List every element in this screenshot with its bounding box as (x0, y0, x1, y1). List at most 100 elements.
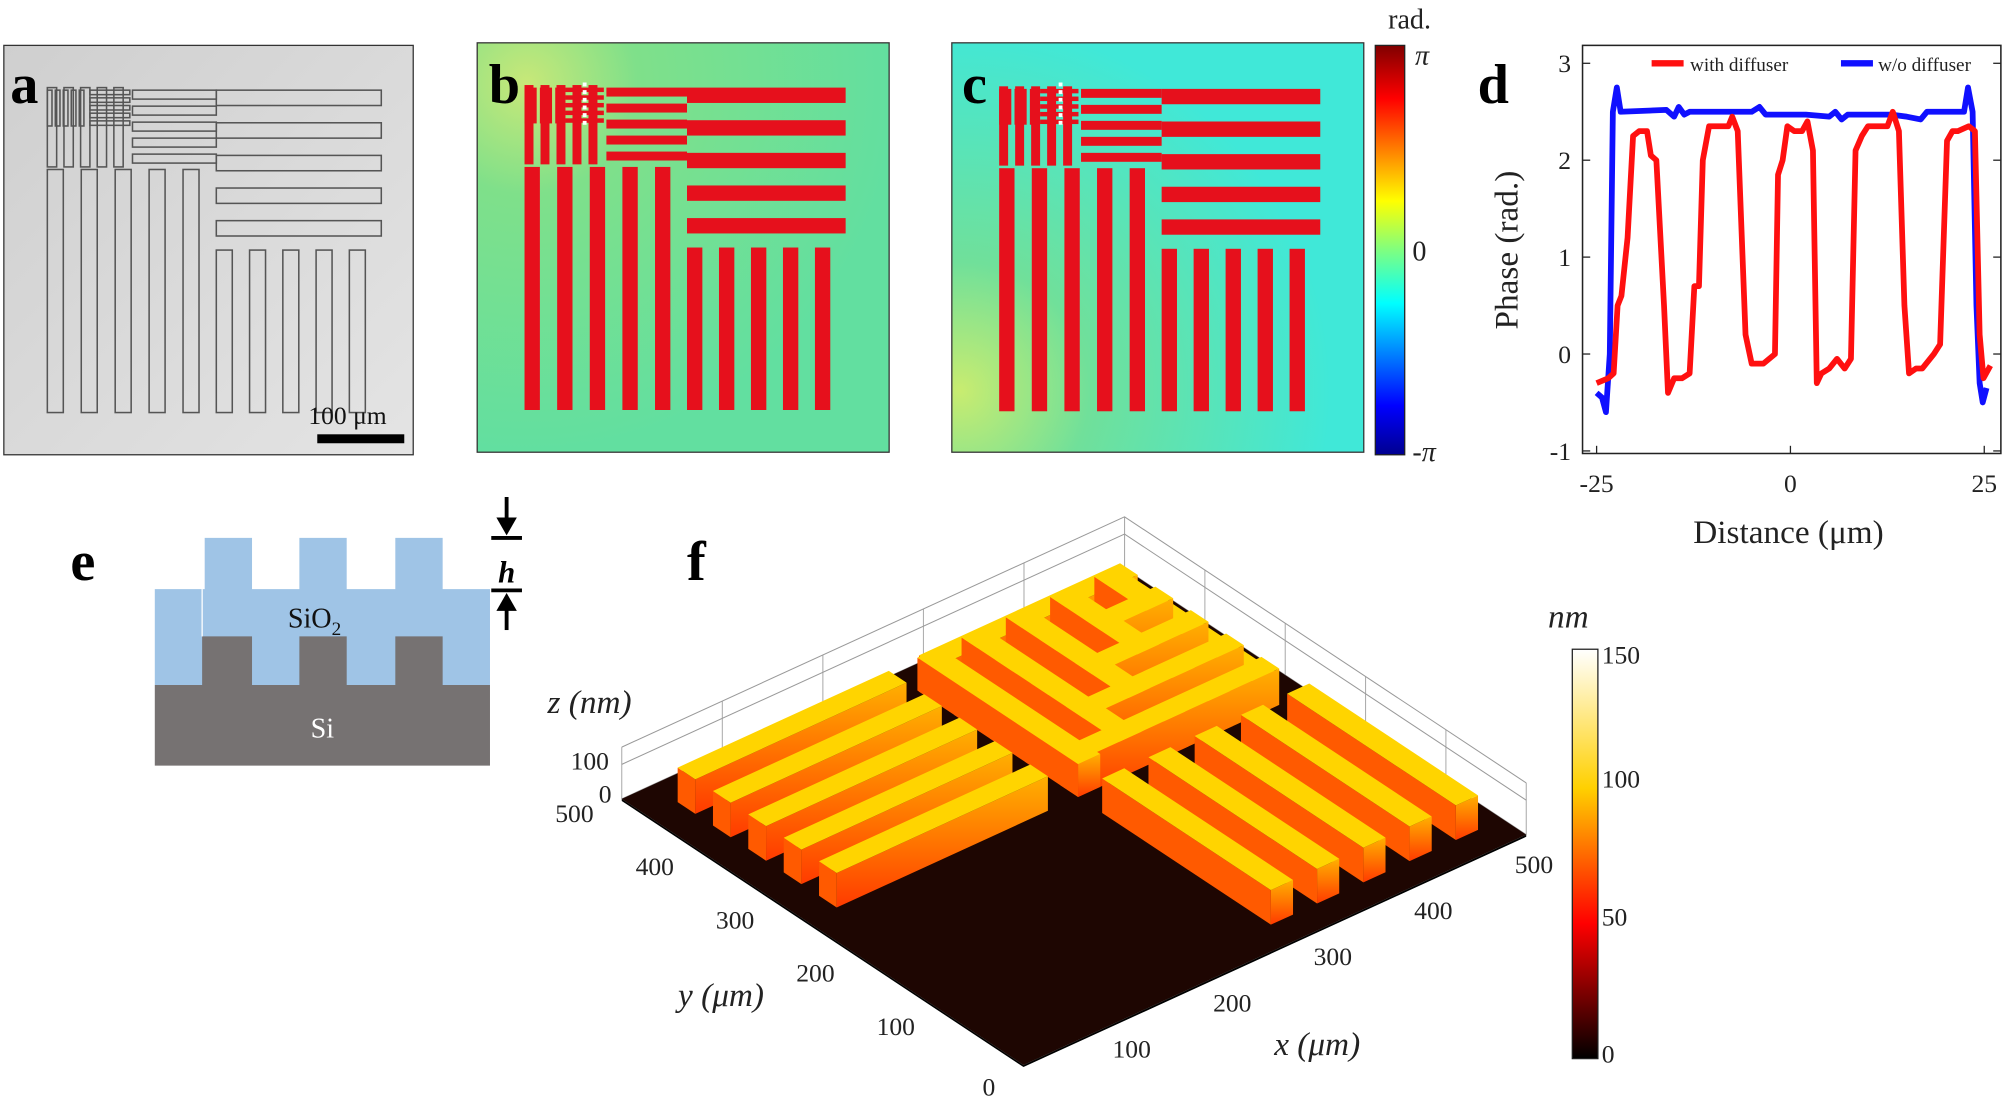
chart-legend: with diffuser w/o diffuser (1651, 55, 1972, 76)
pattern-bar (1031, 168, 1048, 412)
y-ticks: 0 100 200 300 400 500 (555, 799, 995, 1102)
pattern-bar (606, 119, 688, 129)
panel-a: 100 μm a (3, 44, 414, 456)
bar-top-face (1194, 725, 1386, 848)
height-colorbar-unit: nm (1548, 598, 1589, 635)
bar-side-face (1409, 816, 1432, 862)
test-pattern-phase-c (999, 86, 1321, 412)
bar-side-face (1078, 754, 1101, 797)
pattern-bar (148, 168, 166, 414)
pattern-bar (606, 135, 688, 145)
pattern-bar (588, 85, 598, 165)
phase-colorbar-tick-zero: 0 (1412, 236, 1426, 267)
panel-label-f: f (687, 531, 707, 593)
panel-b: b (476, 42, 890, 453)
pattern-bar (782, 247, 799, 410)
pattern-bar (687, 152, 846, 169)
z-tick-0: 0 (599, 780, 612, 809)
pattern-bar (718, 247, 735, 410)
pattern-bar (1097, 168, 1113, 412)
pattern-bar (750, 247, 767, 410)
pattern-bar (1047, 86, 1057, 166)
height-colorbar-tick-50: 50 (1602, 903, 1628, 932)
pattern-bar (622, 166, 638, 410)
sio2-label-main: SiO (288, 603, 332, 634)
pattern-bar (1015, 86, 1025, 166)
pattern-bar (70, 89, 77, 127)
test-pattern-phase-b (524, 85, 846, 410)
y-tick-label: 500 (555, 799, 593, 828)
pattern-bar (1161, 121, 1321, 137)
pattern-bar (1193, 248, 1209, 412)
pattern-bar (215, 249, 234, 414)
pattern-bar (1161, 248, 1177, 412)
bar-top-face (1240, 704, 1432, 827)
pattern-bar (131, 105, 218, 116)
phase-colorbar: rad. π 0 -π (1374, 5, 1437, 468)
bar-side-face (819, 861, 837, 908)
chart-series (1594, 84, 1993, 416)
z-axis-label: z (nm) (547, 684, 632, 721)
panel-label-e: e (70, 531, 95, 593)
pattern-bar (131, 153, 218, 164)
y-tick-label: 100 (877, 1012, 915, 1041)
pattern-bar (606, 151, 688, 161)
pattern-bar (315, 249, 333, 414)
pattern-bar (131, 137, 218, 148)
pattern-bar (565, 118, 604, 123)
bar-top-face (961, 627, 1145, 744)
pattern-bar (999, 88, 1004, 125)
pattern-bar (1081, 136, 1162, 146)
pattern-bar (46, 89, 53, 127)
arrow-up-head (496, 592, 517, 611)
panel-e: e SiO2 Si h (70, 496, 522, 766)
bar-side-face (748, 814, 767, 861)
x-tick-label: 200 (1213, 988, 1251, 1017)
pattern-bar (606, 103, 688, 113)
pattern-bar (565, 102, 604, 108)
pattern-bar (1064, 168, 1080, 412)
phase-colorbar-gradient (1374, 44, 1406, 456)
y-tick-label: 0 (983, 1073, 996, 1102)
pattern-bar (1161, 219, 1321, 235)
chart-x-axis-label: Distance (μm) (1693, 514, 1883, 551)
pattern-bar (215, 219, 383, 237)
bar-side-face (1270, 880, 1294, 925)
pattern-bar (1081, 104, 1162, 114)
pattern-bar (1063, 86, 1073, 166)
pattern-bar (1006, 88, 1012, 125)
series-line-w-o-diffuser (1594, 84, 1990, 416)
pattern-bar (1161, 154, 1321, 170)
pattern-bar (54, 89, 61, 127)
bar-side-face (1317, 858, 1340, 904)
x-ticks: 100 200 300 400 500 (1113, 850, 1554, 1063)
pattern-bar (1225, 248, 1241, 412)
pattern-bar (1081, 152, 1162, 162)
pattern-bar (248, 249, 267, 414)
bar-top-face (1287, 683, 1479, 806)
pattern-bar (89, 89, 131, 96)
bar-side-face (917, 657, 1079, 797)
pattern-bar (1081, 88, 1162, 98)
sio2-label-sub: 2 (332, 619, 342, 640)
bar-side-face (1240, 714, 1410, 862)
phase-colorbar-tick-min: -π (1412, 437, 1436, 468)
grid-line (621, 533, 1527, 801)
pattern-bar (282, 249, 300, 414)
pattern-bar (687, 218, 846, 234)
y-tick-label: 400 (636, 852, 674, 881)
panel-label-b: b (489, 54, 520, 116)
phase-colorbar-tick-max: π (1415, 41, 1430, 72)
pattern-bar (131, 121, 218, 132)
arrow-down-head (496, 517, 517, 536)
panel-label-d: d (1478, 54, 1509, 116)
pattern-bar (814, 247, 831, 410)
pattern-bar (532, 87, 537, 124)
height-colorbar-tick-150: 150 (1602, 640, 1640, 669)
pattern-bar (687, 185, 846, 201)
pattern-bar (999, 86, 1009, 166)
floor-edge (621, 798, 1024, 1068)
test-pattern-outline (46, 86, 383, 414)
